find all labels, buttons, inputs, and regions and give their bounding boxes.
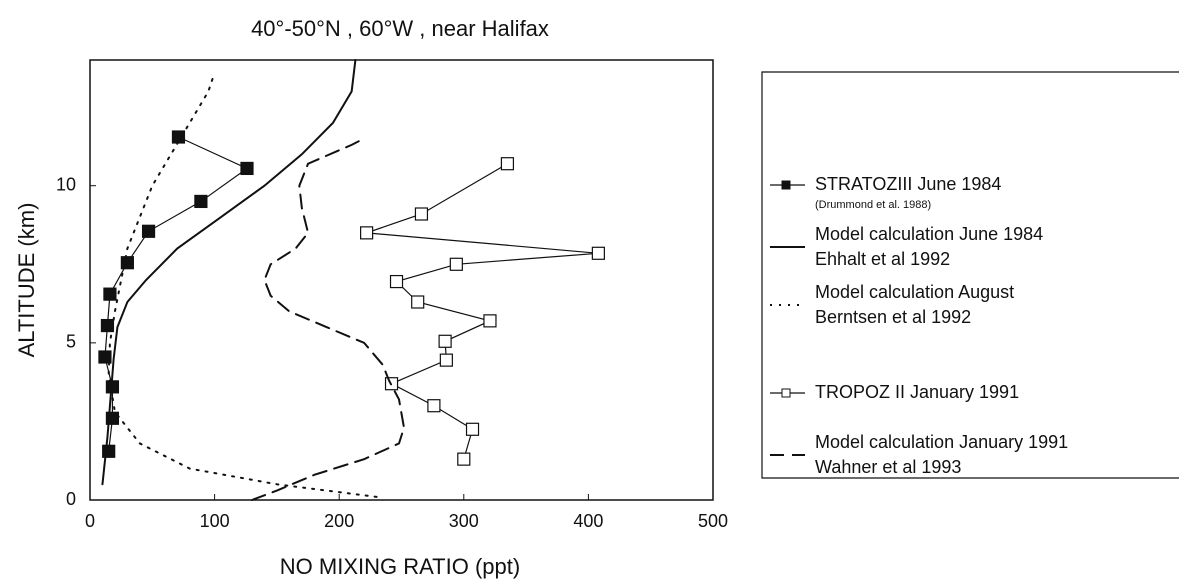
y-tick-label: 5 <box>66 332 76 352</box>
marker <box>103 287 117 301</box>
y-axis-label: ALTITUDE (km) <box>14 203 39 358</box>
y-tick-label: 10 <box>56 174 76 194</box>
x-tick-label: 500 <box>698 511 728 531</box>
marker <box>591 246 605 260</box>
marker <box>414 207 429 221</box>
legend-source: Wahner et al 1993 <box>815 457 961 477</box>
marker <box>360 226 374 240</box>
legend-source: Berntsen et al 1992 <box>815 307 971 327</box>
series-line <box>107 71 378 498</box>
marker <box>389 274 404 289</box>
marker <box>98 350 112 364</box>
legend-box <box>761 71 1179 479</box>
marker <box>438 334 452 348</box>
marker <box>240 161 254 176</box>
legend-label: TROPOZ II January 1991 <box>815 382 1019 402</box>
x-tick-label: 200 <box>324 511 354 531</box>
legend-label: Model calculation June 1984 <box>815 224 1043 244</box>
marker <box>427 399 441 413</box>
chart-title: 40°-50°N , 60°W , near Halifax <box>251 16 549 41</box>
legend-label: Model calculation January 1991 <box>815 432 1068 452</box>
series-line <box>366 163 599 460</box>
x-tick-label: 100 <box>200 511 230 531</box>
x-tick-label: 300 <box>449 511 479 531</box>
legend-label: STRATOZIII June 1984 <box>815 174 1001 194</box>
marker <box>457 452 471 466</box>
plot-frame <box>89 59 714 501</box>
series-line <box>250 137 406 501</box>
legend-source: Ehhalt et al 1992 <box>815 249 950 269</box>
marker <box>141 224 156 238</box>
marker <box>411 295 425 309</box>
marker <box>449 257 463 271</box>
series-line <box>104 136 249 452</box>
marker <box>483 314 497 328</box>
y-tick-label: 0 <box>66 489 76 509</box>
marker <box>439 353 453 367</box>
marker <box>500 157 515 171</box>
marker <box>102 444 116 458</box>
legend-marker <box>781 180 791 190</box>
marker <box>465 422 480 436</box>
marker <box>100 318 115 333</box>
series-line <box>101 59 357 486</box>
marker <box>194 194 208 209</box>
legend-label: Model calculation August <box>815 282 1014 302</box>
x-tick-label: 0 <box>85 511 95 531</box>
legend-source: (Drummond et al. 1988) <box>815 199 931 211</box>
x-tick-label: 400 <box>573 511 603 531</box>
x-axis-label: NO MIXING RATIO (ppt) <box>280 554 520 579</box>
legend-marker <box>781 388 791 398</box>
